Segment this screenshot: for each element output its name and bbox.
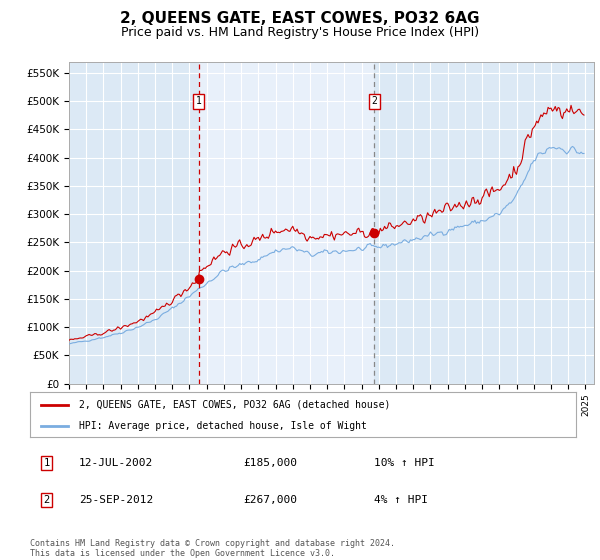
Text: HPI: Average price, detached house, Isle of Wight: HPI: Average price, detached house, Isle… xyxy=(79,421,367,431)
Text: £185,000: £185,000 xyxy=(243,458,297,468)
Text: 10% ↑ HPI: 10% ↑ HPI xyxy=(374,458,435,468)
Text: 4% ↑ HPI: 4% ↑ HPI xyxy=(374,495,428,505)
Text: Price paid vs. HM Land Registry's House Price Index (HPI): Price paid vs. HM Land Registry's House … xyxy=(121,26,479,39)
Text: 2, QUEENS GATE, EAST COWES, PO32 6AG: 2, QUEENS GATE, EAST COWES, PO32 6AG xyxy=(120,11,480,26)
Text: 25-SEP-2012: 25-SEP-2012 xyxy=(79,495,154,505)
Text: Contains HM Land Registry data © Crown copyright and database right 2024.
This d: Contains HM Land Registry data © Crown c… xyxy=(30,539,395,558)
Text: 1: 1 xyxy=(43,458,50,468)
Text: 2: 2 xyxy=(371,96,377,106)
Text: 2, QUEENS GATE, EAST COWES, PO32 6AG (detached house): 2, QUEENS GATE, EAST COWES, PO32 6AG (de… xyxy=(79,399,391,409)
Text: 12-JUL-2002: 12-JUL-2002 xyxy=(79,458,154,468)
Bar xyxy=(199,62,374,384)
Text: £267,000: £267,000 xyxy=(243,495,297,505)
Text: 1: 1 xyxy=(196,96,202,106)
Text: 2: 2 xyxy=(43,495,50,505)
